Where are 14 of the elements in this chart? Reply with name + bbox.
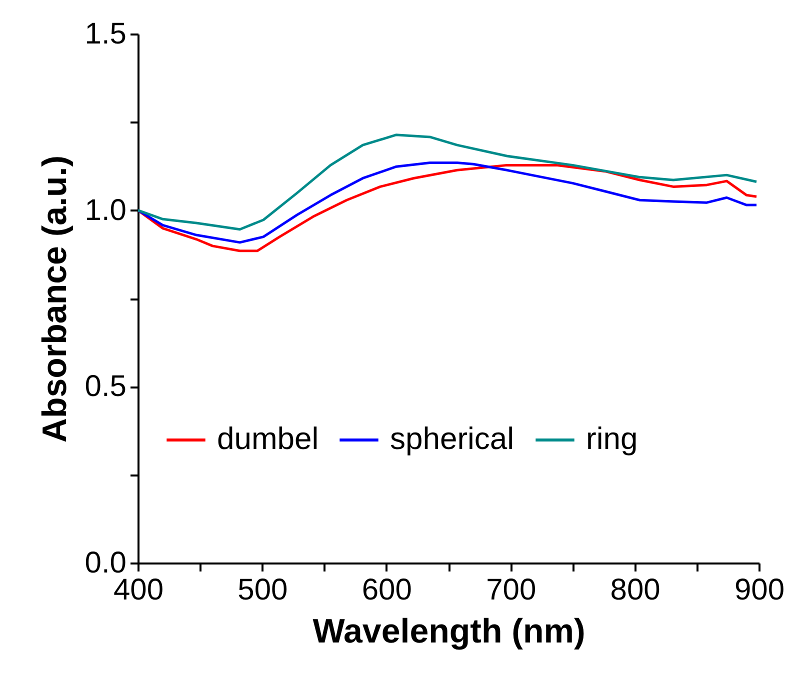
y-tick-label: 1.5 bbox=[84, 18, 126, 50]
x-tick-label: 600 bbox=[362, 574, 412, 606]
y-tick-label: 0.5 bbox=[84, 370, 126, 404]
legend-label: dumbel bbox=[217, 421, 319, 456]
line-series bbox=[138, 134, 758, 231]
legend-label: ring bbox=[586, 421, 638, 456]
legend-label: spherical bbox=[390, 421, 514, 456]
y-axis-title: Absorbance (a.u.) bbox=[36, 155, 74, 443]
x-tick-label: 900 bbox=[734, 574, 785, 606]
x-tick-label: 800 bbox=[610, 574, 660, 606]
y-tick-label: 1.0 bbox=[84, 194, 126, 227]
x-tick-label: 700 bbox=[486, 574, 536, 606]
x-axis-title: Wavelength (nm) bbox=[312, 612, 586, 650]
x-tick-label: 500 bbox=[238, 574, 288, 606]
